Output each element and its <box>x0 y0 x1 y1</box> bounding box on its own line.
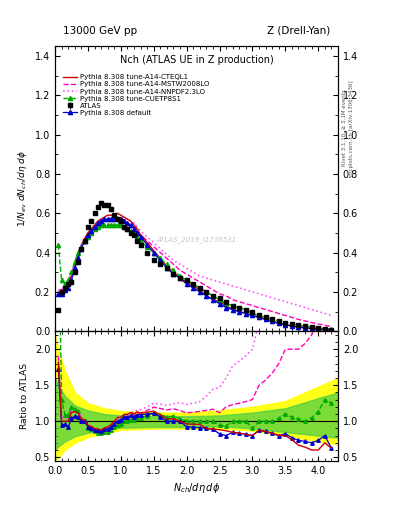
Pythia 8.308 tune-A14-NNPDF2.3LO <box>56 287 61 293</box>
Pythia 8.308 tune-CUETP8S1 <box>323 326 327 332</box>
Pythia 8.308 tune-A14-MSTW2008LO <box>125 220 130 226</box>
Line: Pythia 8.308 tune-CUETP8S1: Pythia 8.308 tune-CUETP8S1 <box>56 223 334 331</box>
Y-axis label: Ratio to ATLAS: Ratio to ATLAS <box>20 363 29 429</box>
Pythia 8.308 tune-A14-NNPDF2.3LO <box>89 226 94 232</box>
Pythia 8.308 tune-A14-CTEQL1 <box>56 289 61 295</box>
Line: Pythia 8.308 tune-A14-NNPDF2.3LO: Pythia 8.308 tune-A14-NNPDF2.3LO <box>58 217 331 315</box>
Text: Z (Drell-Yan): Z (Drell-Yan) <box>267 26 330 36</box>
Pythia 8.308 tune-CUETP8S1 <box>89 230 94 236</box>
Pythia 8.308 tune-A14-NNPDF2.3LO <box>76 249 81 255</box>
Line: Pythia 8.308 tune-A14-CTEQL1: Pythia 8.308 tune-A14-CTEQL1 <box>58 213 331 330</box>
Pythia 8.308 tune-CUETP8S1 <box>125 226 130 232</box>
Legend: Pythia 8.308 tune-A14-CTEQL1, Pythia 8.308 tune-A14-MSTW2008LO, Pythia 8.308 tun: Pythia 8.308 tune-A14-CTEQL1, Pythia 8.3… <box>61 72 211 118</box>
Pythia 8.308 tune-A14-MSTW2008LO <box>323 322 327 328</box>
Text: 13000 GeV pp: 13000 GeV pp <box>63 26 137 36</box>
Text: mcplots.cern.ch [arXiv:1306.3436]: mcplots.cern.ch [arXiv:1306.3436] <box>349 80 354 176</box>
X-axis label: $N_{ch}/d\eta\,d\phi$: $N_{ch}/d\eta\,d\phi$ <box>173 481 220 495</box>
Line: Pythia 8.308 tune-A14-MSTW2008LO: Pythia 8.308 tune-A14-MSTW2008LO <box>58 219 331 327</box>
Pythia 8.308 tune-A14-NNPDF2.3LO <box>329 312 334 318</box>
Pythia 8.308 tune-A14-MSTW2008LO <box>76 249 81 255</box>
Text: ATLAS_2019_I1736531: ATLAS_2019_I1736531 <box>156 237 237 243</box>
Pythia 8.308 tune-A14-CTEQL1 <box>76 251 81 258</box>
Pythia 8.308 tune-CUETP8S1 <box>76 249 81 255</box>
Pythia 8.308 tune-A14-MSTW2008LO <box>99 220 103 226</box>
Pythia 8.308 tune-CUETP8S1 <box>99 222 103 228</box>
Pythia 8.308 tune-A14-MSTW2008LO <box>56 287 61 293</box>
Pythia 8.308 tune-A14-MSTW2008LO <box>89 228 94 234</box>
Pythia 8.308 tune-A14-NNPDF2.3LO <box>296 303 301 309</box>
Pythia 8.308 tune-CUETP8S1 <box>329 326 334 332</box>
Pythia 8.308 tune-A14-CTEQL1 <box>99 216 103 222</box>
Text: Nch (ATLAS UE in Z production): Nch (ATLAS UE in Z production) <box>119 55 274 65</box>
Pythia 8.308 tune-A14-CTEQL1 <box>125 216 130 222</box>
Text: Rivet 3.1.10, ≥ 3.1M events: Rivet 3.1.10, ≥ 3.1M events <box>342 90 346 166</box>
Y-axis label: $1/N_{ev}$ $dN_{ch}/d\eta$ $d\phi$: $1/N_{ev}$ $dN_{ch}/d\eta$ $d\phi$ <box>16 150 29 227</box>
Pythia 8.308 tune-A14-NNPDF2.3LO <box>323 310 327 316</box>
Pythia 8.308 tune-CUETP8S1 <box>102 222 107 228</box>
Pythia 8.308 tune-A14-CTEQL1 <box>329 327 334 333</box>
Pythia 8.308 tune-A14-NNPDF2.3LO <box>112 214 117 220</box>
Pythia 8.308 tune-A14-NNPDF2.3LO <box>99 218 103 224</box>
Pythia 8.308 tune-A14-CTEQL1 <box>323 327 327 333</box>
Pythia 8.308 tune-A14-NNPDF2.3LO <box>125 216 130 222</box>
Pythia 8.308 tune-A14-CTEQL1 <box>115 210 120 216</box>
Pythia 8.308 tune-A14-CTEQL1 <box>89 226 94 232</box>
Pythia 8.308 tune-A14-MSTW2008LO <box>329 324 334 330</box>
Pythia 8.308 tune-A14-CTEQL1 <box>296 324 301 330</box>
Pythia 8.308 tune-A14-MSTW2008LO <box>296 316 301 323</box>
Pythia 8.308 tune-CUETP8S1 <box>296 322 301 328</box>
Pythia 8.308 tune-A14-MSTW2008LO <box>112 216 117 222</box>
Pythia 8.308 tune-CUETP8S1 <box>56 242 61 248</box>
